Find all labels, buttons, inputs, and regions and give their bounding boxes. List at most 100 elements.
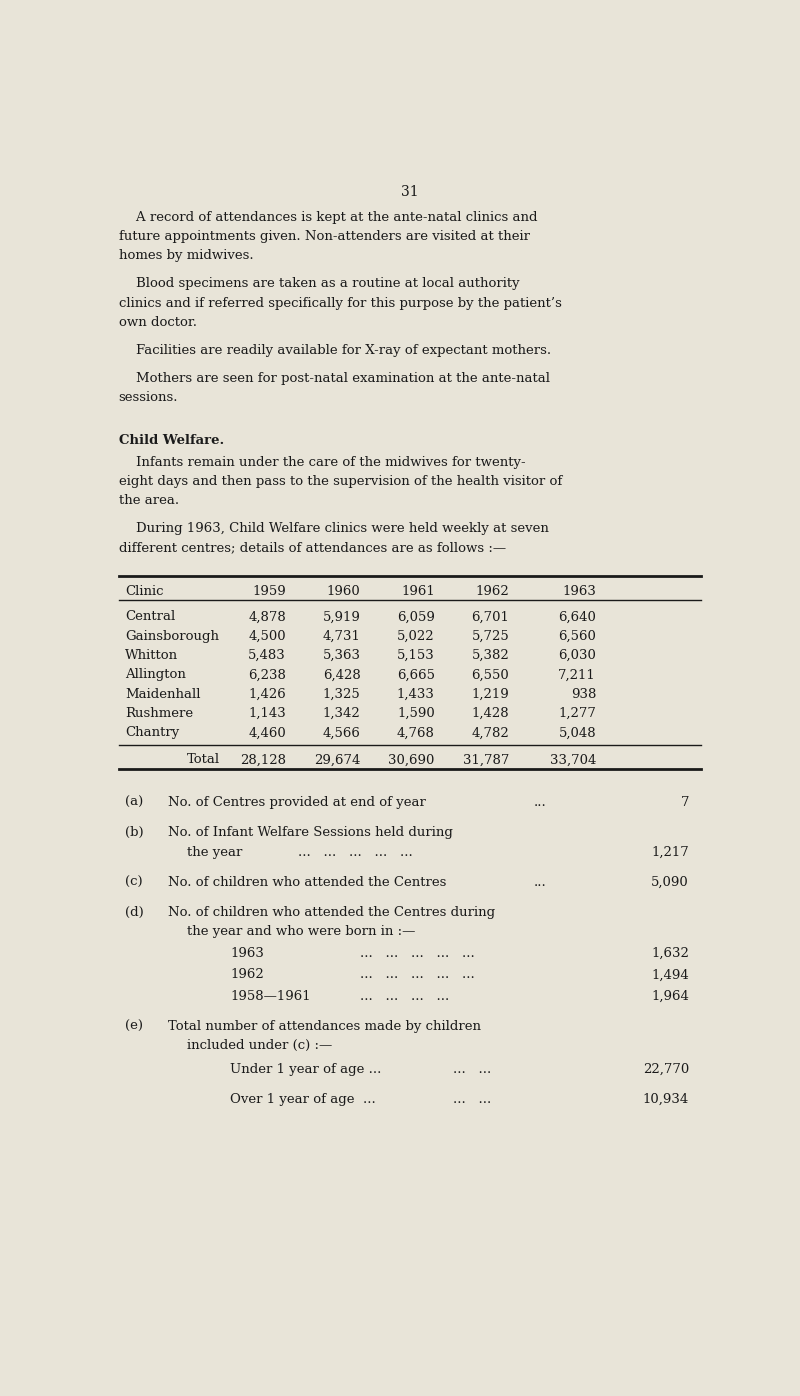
Text: Total: Total (187, 754, 220, 766)
Text: 938: 938 (570, 688, 596, 701)
Text: Total number of attendances made by children: Total number of attendances made by chil… (168, 1020, 482, 1033)
Text: 4,566: 4,566 (322, 726, 360, 740)
Text: 1,428: 1,428 (471, 708, 510, 720)
Text: 6,701: 6,701 (471, 610, 510, 624)
Text: own doctor.: own doctor. (118, 315, 197, 329)
Text: 5,483: 5,483 (248, 649, 286, 662)
Text: Rushmere: Rushmere (125, 708, 193, 720)
Text: 6,030: 6,030 (558, 649, 596, 662)
Text: ...: ... (534, 875, 546, 889)
Text: 6,238: 6,238 (248, 669, 286, 681)
Text: Infants remain under the care of the midwives for twenty-: Infants remain under the care of the mid… (118, 455, 526, 469)
Text: A record of attendances is kept at the ante-natal clinics and: A record of attendances is kept at the a… (118, 211, 537, 223)
Text: 4,731: 4,731 (322, 630, 360, 642)
Text: 1958—1961: 1958—1961 (230, 990, 311, 1002)
Text: 4,768: 4,768 (397, 726, 435, 740)
Text: 1963: 1963 (230, 946, 264, 960)
Text: Blood specimens are taken as a routine at local authority: Blood specimens are taken as a routine a… (118, 278, 519, 290)
Text: 22,770: 22,770 (642, 1062, 689, 1076)
Text: clinics and if referred specifically for this purpose by the patient’s: clinics and if referred specifically for… (118, 296, 562, 310)
Text: included under (c) :—: included under (c) :— (187, 1039, 332, 1053)
Text: Central: Central (125, 610, 175, 624)
Text: 10,934: 10,934 (642, 1093, 689, 1106)
Text: ...   ...: ... ... (454, 1093, 492, 1106)
Text: No. of children who attended the Centres: No. of children who attended the Centres (168, 875, 446, 889)
Text: (b): (b) (125, 826, 143, 839)
Text: 1,632: 1,632 (651, 946, 689, 960)
Text: 1,964: 1,964 (651, 990, 689, 1002)
Text: 1962: 1962 (230, 969, 264, 981)
Text: different centres; details of attendances are as follows :—: different centres; details of attendance… (118, 542, 506, 554)
Text: 5,048: 5,048 (558, 726, 596, 740)
Text: 5,725: 5,725 (471, 630, 510, 642)
Text: Under 1 year of age ...: Under 1 year of age ... (230, 1062, 382, 1076)
Text: 31,787: 31,787 (463, 754, 510, 766)
Text: 4,782: 4,782 (471, 726, 510, 740)
Text: 1962: 1962 (475, 585, 510, 597)
Text: 6,428: 6,428 (322, 669, 360, 681)
Text: 1,143: 1,143 (248, 708, 286, 720)
Text: 1959: 1959 (252, 585, 286, 597)
Text: 7: 7 (681, 796, 689, 810)
Text: the area.: the area. (118, 494, 178, 507)
Text: 1,426: 1,426 (248, 688, 286, 701)
Text: Clinic: Clinic (125, 585, 163, 597)
Text: 5,153: 5,153 (397, 649, 435, 662)
Text: ...   ...   ...   ...   ...: ... ... ... ... ... (360, 946, 475, 960)
Text: 5,022: 5,022 (397, 630, 435, 642)
Text: Facilities are readily available for X-ray of expectant mothers.: Facilities are readily available for X-r… (118, 343, 550, 357)
Text: ...   ...   ...   ...   ...: ... ... ... ... ... (360, 969, 475, 981)
Text: Child Welfare.: Child Welfare. (118, 434, 224, 447)
Text: eight days and then pass to the supervision of the health visitor of: eight days and then pass to the supervis… (118, 475, 562, 489)
Text: 1,433: 1,433 (397, 688, 435, 701)
Text: ...   ...   ...   ...: ... ... ... ... (360, 990, 450, 1002)
Text: Gainsborough: Gainsborough (125, 630, 219, 642)
Text: No. of children who attended the Centres during: No. of children who attended the Centres… (168, 906, 495, 919)
Text: ...   ...   ...   ...   ...: ... ... ... ... ... (298, 846, 413, 859)
Text: 1,590: 1,590 (397, 708, 435, 720)
Text: 1,277: 1,277 (558, 708, 596, 720)
Text: 5,382: 5,382 (471, 649, 510, 662)
Text: 1,325: 1,325 (322, 688, 360, 701)
Text: 31: 31 (401, 184, 419, 198)
Text: 1960: 1960 (326, 585, 360, 597)
Text: 4,500: 4,500 (248, 630, 286, 642)
Text: (a): (a) (125, 796, 143, 810)
Text: 6,059: 6,059 (397, 610, 435, 624)
Text: 5,919: 5,919 (322, 610, 360, 624)
Text: 1,217: 1,217 (651, 846, 689, 859)
Text: Allington: Allington (125, 669, 186, 681)
Text: 1,494: 1,494 (651, 969, 689, 981)
Text: Over 1 year of age  ...: Over 1 year of age ... (230, 1093, 376, 1106)
Text: 1963: 1963 (562, 585, 596, 597)
Text: future appointments given. Non-attenders are visited at their: future appointments given. Non-attenders… (118, 230, 530, 243)
Text: the year and who were born in :—: the year and who were born in :— (187, 926, 415, 938)
Text: 33,704: 33,704 (550, 754, 596, 766)
Text: 28,128: 28,128 (240, 754, 286, 766)
Text: No. of Centres provided at end of year: No. of Centres provided at end of year (168, 796, 426, 810)
Text: (d): (d) (125, 906, 143, 919)
Text: 6,560: 6,560 (558, 630, 596, 642)
Text: Chantry: Chantry (125, 726, 179, 740)
Text: 4,460: 4,460 (248, 726, 286, 740)
Text: 6,550: 6,550 (471, 669, 510, 681)
Text: 5,090: 5,090 (651, 875, 689, 889)
Text: (c): (c) (125, 875, 142, 889)
Text: 5,363: 5,363 (322, 649, 360, 662)
Text: 29,674: 29,674 (314, 754, 360, 766)
Text: 1,342: 1,342 (322, 708, 360, 720)
Text: 6,665: 6,665 (397, 669, 435, 681)
Text: 7,211: 7,211 (558, 669, 596, 681)
Text: 30,690: 30,690 (389, 754, 435, 766)
Text: No. of Infant Welfare Sessions held during: No. of Infant Welfare Sessions held duri… (168, 826, 453, 839)
Text: 1961: 1961 (401, 585, 435, 597)
Text: the year: the year (187, 846, 242, 859)
Text: 1,219: 1,219 (471, 688, 510, 701)
Text: During 1963, Child Welfare clinics were held weekly at seven: During 1963, Child Welfare clinics were … (118, 522, 549, 535)
Text: Maidenhall: Maidenhall (125, 688, 200, 701)
Text: 4,878: 4,878 (248, 610, 286, 624)
Text: Mothers are seen for post-natal examination at the ante-natal: Mothers are seen for post-natal examinat… (118, 371, 550, 385)
Text: homes by midwives.: homes by midwives. (118, 250, 254, 262)
Text: ...: ... (534, 796, 546, 810)
Text: 6,640: 6,640 (558, 610, 596, 624)
